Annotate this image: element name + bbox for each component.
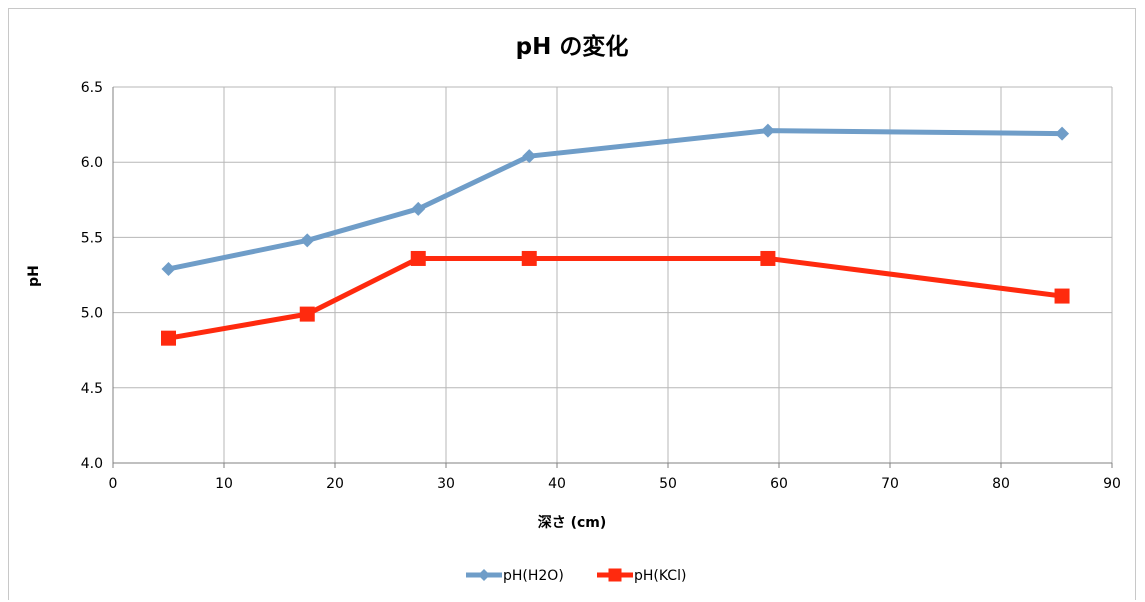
series-line-ph-h2o (167, 128, 1063, 272)
x-tick-label: 50 (659, 476, 677, 492)
x-tick-label: 90 (1103, 476, 1121, 492)
series-ph-h2o (161, 123, 1070, 276)
x-tick-label: 60 (770, 476, 788, 492)
x-axis-title: 深さ (cm) (538, 514, 607, 531)
data-point-ph-kcl (299, 306, 315, 322)
x-tick-label: 30 (437, 476, 455, 492)
data-point-ph-h2o (760, 123, 775, 138)
data-point-ph-h2o (522, 149, 537, 164)
legend: pH(H2O) pH(KCl) (466, 568, 686, 584)
data-point-ph-kcl (161, 330, 176, 346)
series-line-ph-kcl (168, 255, 1063, 341)
y-tick-label: 5.0 (81, 306, 103, 322)
grid-layer (112, 86, 1113, 464)
x-tick-label: 0 (109, 476, 118, 492)
legend-item-ph-kcl: pH(KCl) (597, 568, 686, 584)
x-tick-label: 40 (548, 476, 566, 492)
y-tick-label: 6.5 (81, 80, 103, 96)
legend-label: pH(KCl) (634, 568, 686, 584)
chart-title: pH の変化 (516, 33, 629, 60)
data-point-ph-kcl (1054, 288, 1070, 304)
data-point-ph-kcl (760, 250, 776, 266)
axis-layer (112, 87, 1113, 468)
series-layer (161, 123, 1070, 346)
series-ph-kcl (161, 250, 1070, 346)
y-tick-label: 6.0 (81, 155, 103, 171)
y-axis-title: pH (26, 265, 42, 287)
legend-label: pH(H2O) (503, 568, 564, 584)
x-tick-label: 20 (326, 476, 344, 492)
x-tick-label: 70 (881, 476, 899, 492)
data-point-ph-kcl (410, 250, 426, 266)
legend-marker (478, 569, 490, 581)
data-point-ph-h2o (1055, 126, 1070, 141)
label-layer: 4.0 4.5 5.0 5.5 6.0 6.5 0 10 20 30 40 50 60 70 80 90 (81, 80, 1121, 492)
legend-item-ph-h2o: pH(H2O) (466, 568, 564, 584)
legend-marker (608, 568, 622, 582)
y-tick-label: 4.5 (81, 381, 103, 397)
data-point-ph-h2o (161, 261, 176, 276)
y-tick-label: 4.0 (81, 456, 103, 472)
data-point-ph-h2o (411, 201, 426, 216)
x-tick-label: 80 (992, 476, 1010, 492)
y-tick-label: 5.5 (81, 230, 103, 246)
data-point-ph-kcl (521, 250, 537, 266)
data-point-ph-h2o (300, 233, 315, 248)
x-tick-label: 10 (215, 476, 233, 492)
chart-frame (8, 8, 1136, 600)
